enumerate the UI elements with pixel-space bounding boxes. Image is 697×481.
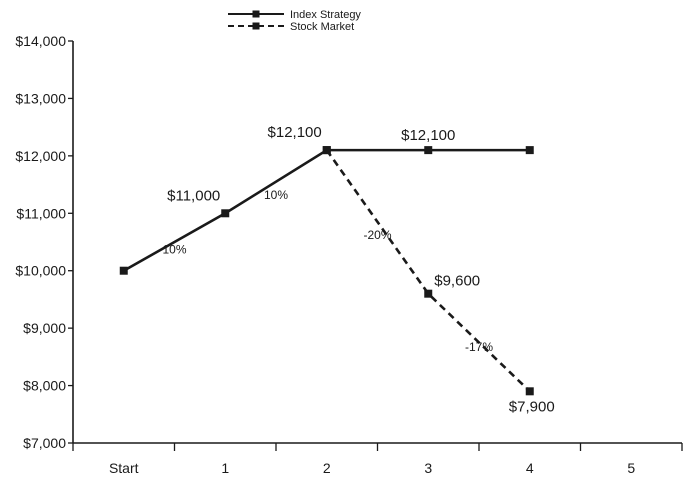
- data-labels: $11,000 $12,100 $12,100 $9,600 $7,900: [167, 124, 555, 415]
- data-point-0-0: [119, 266, 128, 275]
- y-tick-label: $12,000: [15, 148, 66, 164]
- y-tick-label: $9,000: [23, 320, 66, 336]
- data-label: $11,000: [167, 187, 220, 204]
- data-point-1-0: [322, 146, 331, 155]
- y-tick-label: $14,000: [15, 33, 66, 49]
- percent-annotation: 10%: [162, 242, 186, 256]
- legend-marker-0: [252, 10, 260, 18]
- data-label: $7,900: [509, 398, 555, 415]
- data-point-1-2: [525, 387, 534, 396]
- data-point-0-3: [424, 146, 433, 155]
- percent-annotation: -17%: [465, 340, 493, 354]
- data-label: $12,100: [401, 127, 455, 144]
- data-point-0-4: [525, 146, 534, 155]
- annotations: 10% 10% -20% -17%: [162, 188, 493, 354]
- x-tick-label: 3: [424, 460, 432, 476]
- y-axis: $14,000 $13,000 $12,000 $11,000 $10,000 $9,00…: [15, 33, 74, 451]
- data-point-0-1: [221, 209, 230, 218]
- series-lines: [123, 148, 531, 393]
- x-tick-label: 4: [526, 460, 534, 476]
- y-tick-label: $11,000: [16, 205, 66, 221]
- y-tick-label: $13,000: [15, 90, 66, 106]
- x-tick-label: 2: [323, 460, 331, 476]
- data-point-1-1: [424, 289, 433, 298]
- percent-annotation: -20%: [363, 228, 391, 242]
- series-line-1: [325, 149, 531, 393]
- percent-annotation: 10%: [264, 188, 288, 202]
- data-label: $9,600: [434, 273, 480, 290]
- data-label: $12,100: [268, 124, 322, 141]
- legend-marker-1: [252, 22, 260, 30]
- data-points: [119, 146, 534, 396]
- y-tick-label: $8,000: [23, 378, 66, 394]
- x-axis: Start 1 2 3 4 5: [72, 442, 683, 476]
- y-tick-label: $7,000: [23, 435, 66, 451]
- legend-label: Stock Market: [290, 21, 354, 33]
- x-tick-label: 5: [627, 460, 635, 476]
- x-tick-label: Start: [109, 460, 139, 476]
- legend-label: Index Strategy: [290, 9, 361, 21]
- x-tick-label: 1: [221, 460, 229, 476]
- y-tick-label: $10,000: [15, 263, 66, 279]
